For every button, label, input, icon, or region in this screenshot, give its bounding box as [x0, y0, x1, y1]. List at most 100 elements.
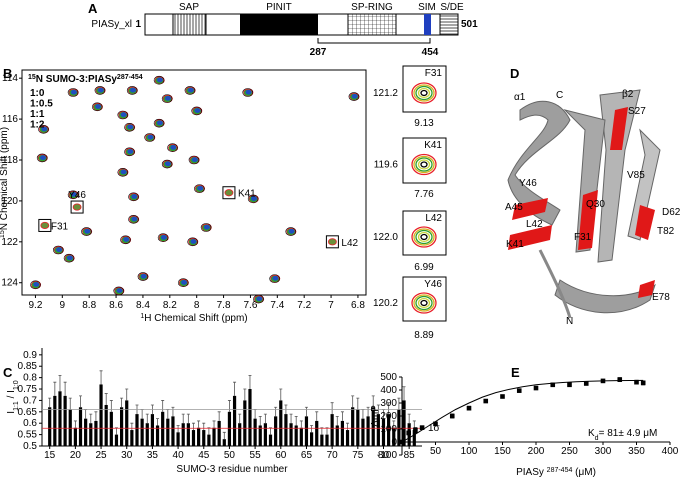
bar: [94, 420, 98, 446]
x-tick-label: 85: [404, 450, 416, 461]
bar: [217, 420, 221, 446]
y-tick-label: 118: [2, 155, 18, 166]
peak: [256, 296, 263, 302]
peak: [137, 272, 149, 281]
data-point: [406, 430, 411, 436]
x-axis-label-part: PIASy: [516, 467, 547, 478]
peak: [56, 247, 63, 253]
bar: [166, 418, 170, 446]
bar: [274, 416, 278, 446]
error-bar: [361, 409, 365, 419]
peak: [328, 238, 337, 246]
error-bar: [186, 413, 190, 424]
error-bar: [310, 425, 314, 433]
domain-label: SAP: [179, 2, 199, 13]
residue-label: T82: [657, 226, 675, 237]
peak: [188, 155, 200, 165]
peak: [41, 126, 48, 132]
bar: [227, 411, 232, 446]
peak: [348, 92, 360, 101]
error-bar: [279, 388, 283, 401]
peak: [245, 89, 252, 95]
x-tick-label: 75: [352, 450, 364, 461]
peak-label: F31: [51, 221, 69, 232]
peak: [120, 169, 127, 175]
peak: [91, 102, 103, 112]
error-bar: [315, 411, 319, 421]
error-bar: [402, 386, 406, 401]
peak: [116, 288, 123, 294]
peak-box: [325, 235, 339, 249]
bar: [268, 434, 273, 446]
peak: [351, 93, 358, 99]
bar: [48, 407, 52, 446]
bar: [78, 407, 83, 446]
y-axis-label: 15N Chemical Shift (ppm): [0, 127, 10, 238]
error-bar: [253, 409, 257, 419]
bar: [263, 423, 267, 446]
y-axis-label-part: N Chemical Shift (ppm): [0, 127, 10, 230]
inset-label: Y46: [424, 279, 442, 290]
bar: [109, 411, 113, 446]
error-bar: [84, 409, 88, 419]
annotation-part: = 81± 4.9 μM: [599, 428, 658, 439]
error-bar: [392, 420, 396, 428]
inset-n-shift: 119.6: [374, 160, 399, 171]
y-tick-label: 0.7: [23, 395, 37, 406]
bar: [207, 434, 211, 446]
annotation: Kd= 81± 4.9 μM: [588, 428, 657, 442]
peak: [128, 215, 139, 224]
residue-label: N: [566, 316, 573, 327]
x-axis-label-part: (μM): [572, 467, 596, 478]
legend-entry: 1:2: [30, 120, 45, 131]
contour: [417, 231, 431, 243]
spectrum-title-part: N SUMO-3:PIASy: [36, 74, 118, 85]
bar: [284, 414, 288, 446]
y-tick-label: 124: [1, 278, 18, 289]
x-axis-label-part: H Chemical Shift (ppm): [144, 313, 247, 324]
error-bar: [340, 411, 344, 421]
bar: [366, 416, 370, 446]
bar: [114, 434, 119, 446]
peak: [131, 194, 138, 199]
domain-sde: [439, 13, 459, 36]
error-bar: [53, 381, 57, 396]
y-tick-label: 0: [391, 437, 397, 448]
data-point: [617, 377, 623, 382]
peak-box: [70, 200, 84, 214]
y-axis-label-part: I: [6, 411, 17, 414]
legend-entry: 1:1: [30, 109, 45, 120]
bar: [356, 409, 360, 446]
bar: [320, 434, 324, 446]
contour: [411, 153, 437, 176]
bar: [68, 409, 72, 446]
contour: [415, 229, 433, 245]
bar: [289, 423, 293, 446]
bar: [243, 400, 247, 446]
x-tick-label: 50: [430, 446, 442, 457]
residue-label: β2: [622, 89, 634, 100]
data-point: [433, 421, 438, 427]
error-bar: [181, 413, 185, 424]
y-tick-label: 122: [1, 237, 18, 248]
peak: [36, 153, 48, 163]
peak: [120, 235, 131, 245]
error-bar: [79, 395, 83, 408]
peak: [126, 86, 138, 95]
bar: [325, 434, 329, 446]
error-bar: [109, 400, 113, 412]
error-bar: [68, 397, 72, 410]
x-tick-label: 7: [328, 300, 334, 311]
peak: [33, 282, 40, 287]
domain-diagram: PIASy_xl 1 501 SAP PINIT SP-RING SIM S/D…: [91, 2, 478, 58]
error-bar: [202, 422, 206, 431]
bar: [387, 414, 391, 446]
peak: [30, 280, 41, 290]
plot-frame: [21, 69, 367, 296]
peak-box: [222, 186, 236, 200]
bar: [161, 411, 165, 446]
x-tick-label: 9: [60, 300, 66, 311]
data-point: [413, 428, 418, 433]
peak: [156, 77, 163, 83]
peak: [253, 294, 264, 304]
